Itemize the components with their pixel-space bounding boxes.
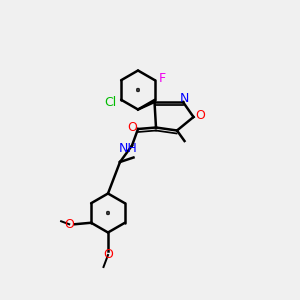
Text: Cl: Cl [104, 96, 117, 109]
Text: O: O [64, 218, 74, 231]
Text: O: O [195, 109, 205, 122]
Text: O: O [103, 248, 113, 262]
Text: O: O [128, 121, 137, 134]
Text: F: F [159, 72, 166, 85]
Text: N: N [180, 92, 189, 105]
Text: NH: NH [119, 142, 138, 155]
